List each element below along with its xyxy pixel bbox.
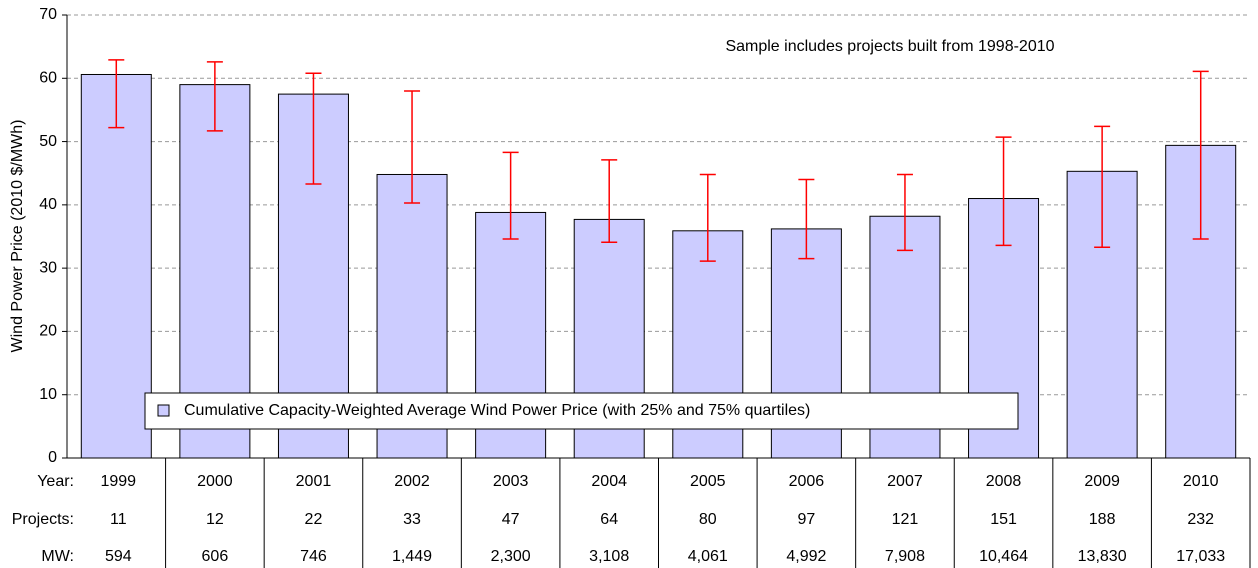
year-label: 2005 xyxy=(690,473,726,490)
y-tick-label: 0 xyxy=(48,449,57,466)
row-label: MW: xyxy=(41,548,74,565)
year-label: 1999 xyxy=(100,473,136,490)
row-label: Projects: xyxy=(12,511,74,528)
projects-cell: 80 xyxy=(699,511,717,528)
y-tick-label: 50 xyxy=(39,133,57,150)
year-label: 2010 xyxy=(1183,473,1219,490)
y-tick-label: 20 xyxy=(39,323,57,340)
mw-cell: 7,908 xyxy=(885,548,925,565)
year-label: 2002 xyxy=(394,473,430,490)
year-label: 2008 xyxy=(986,473,1022,490)
projects-cell: 33 xyxy=(403,511,421,528)
y-tick-label: 60 xyxy=(39,70,57,87)
mw-cell: 3,108 xyxy=(589,548,629,565)
year-label: 2001 xyxy=(296,473,332,490)
year-label: 2006 xyxy=(789,473,825,490)
year-label: 2000 xyxy=(197,473,233,490)
mw-cell: 2,300 xyxy=(491,548,531,565)
y-axis-label: Wind Power Price (2010 $/MWh) xyxy=(9,120,26,353)
y-tick-label: 30 xyxy=(39,259,57,276)
mw-cell: 10,464 xyxy=(979,548,1028,565)
bar xyxy=(80,73,152,459)
projects-cell: 47 xyxy=(502,511,520,528)
projects-cell: 12 xyxy=(206,511,224,528)
row-label: Year: xyxy=(37,473,74,490)
projects-cell: 11 xyxy=(110,511,127,528)
projects-cell: 151 xyxy=(990,511,1017,528)
legend-swatch xyxy=(157,404,170,417)
year-label: 2007 xyxy=(887,473,923,490)
year-label: 2004 xyxy=(591,473,627,490)
mw-cell: 594 xyxy=(105,548,132,565)
y-tick-label: 70 xyxy=(39,6,57,23)
year-label: 2003 xyxy=(493,473,529,490)
mw-cell: 4,061 xyxy=(688,548,728,565)
annotation: Sample includes projects built from 1998… xyxy=(725,38,1054,55)
legend-label: Cumulative Capacity-Weighted Average Win… xyxy=(184,402,810,419)
projects-cell: 64 xyxy=(600,511,618,528)
projects-cell: 121 xyxy=(892,511,919,528)
mw-cell: 1,449 xyxy=(392,548,432,565)
y-tick-label: 40 xyxy=(39,196,57,213)
projects-cell: 188 xyxy=(1089,511,1116,528)
legend-box xyxy=(144,392,1019,430)
mw-cell: 17,033 xyxy=(1176,548,1225,565)
mw-cell: 746 xyxy=(300,548,327,565)
projects-cell: 22 xyxy=(305,511,323,528)
y-tick-label: 10 xyxy=(39,386,57,403)
mw-cell: 4,992 xyxy=(786,548,826,565)
mw-cell: 13,830 xyxy=(1078,548,1127,565)
mw-cell: 606 xyxy=(202,548,229,565)
year-label: 2009 xyxy=(1084,473,1120,490)
projects-cell: 97 xyxy=(797,511,815,528)
projects-cell: 232 xyxy=(1187,511,1214,528)
